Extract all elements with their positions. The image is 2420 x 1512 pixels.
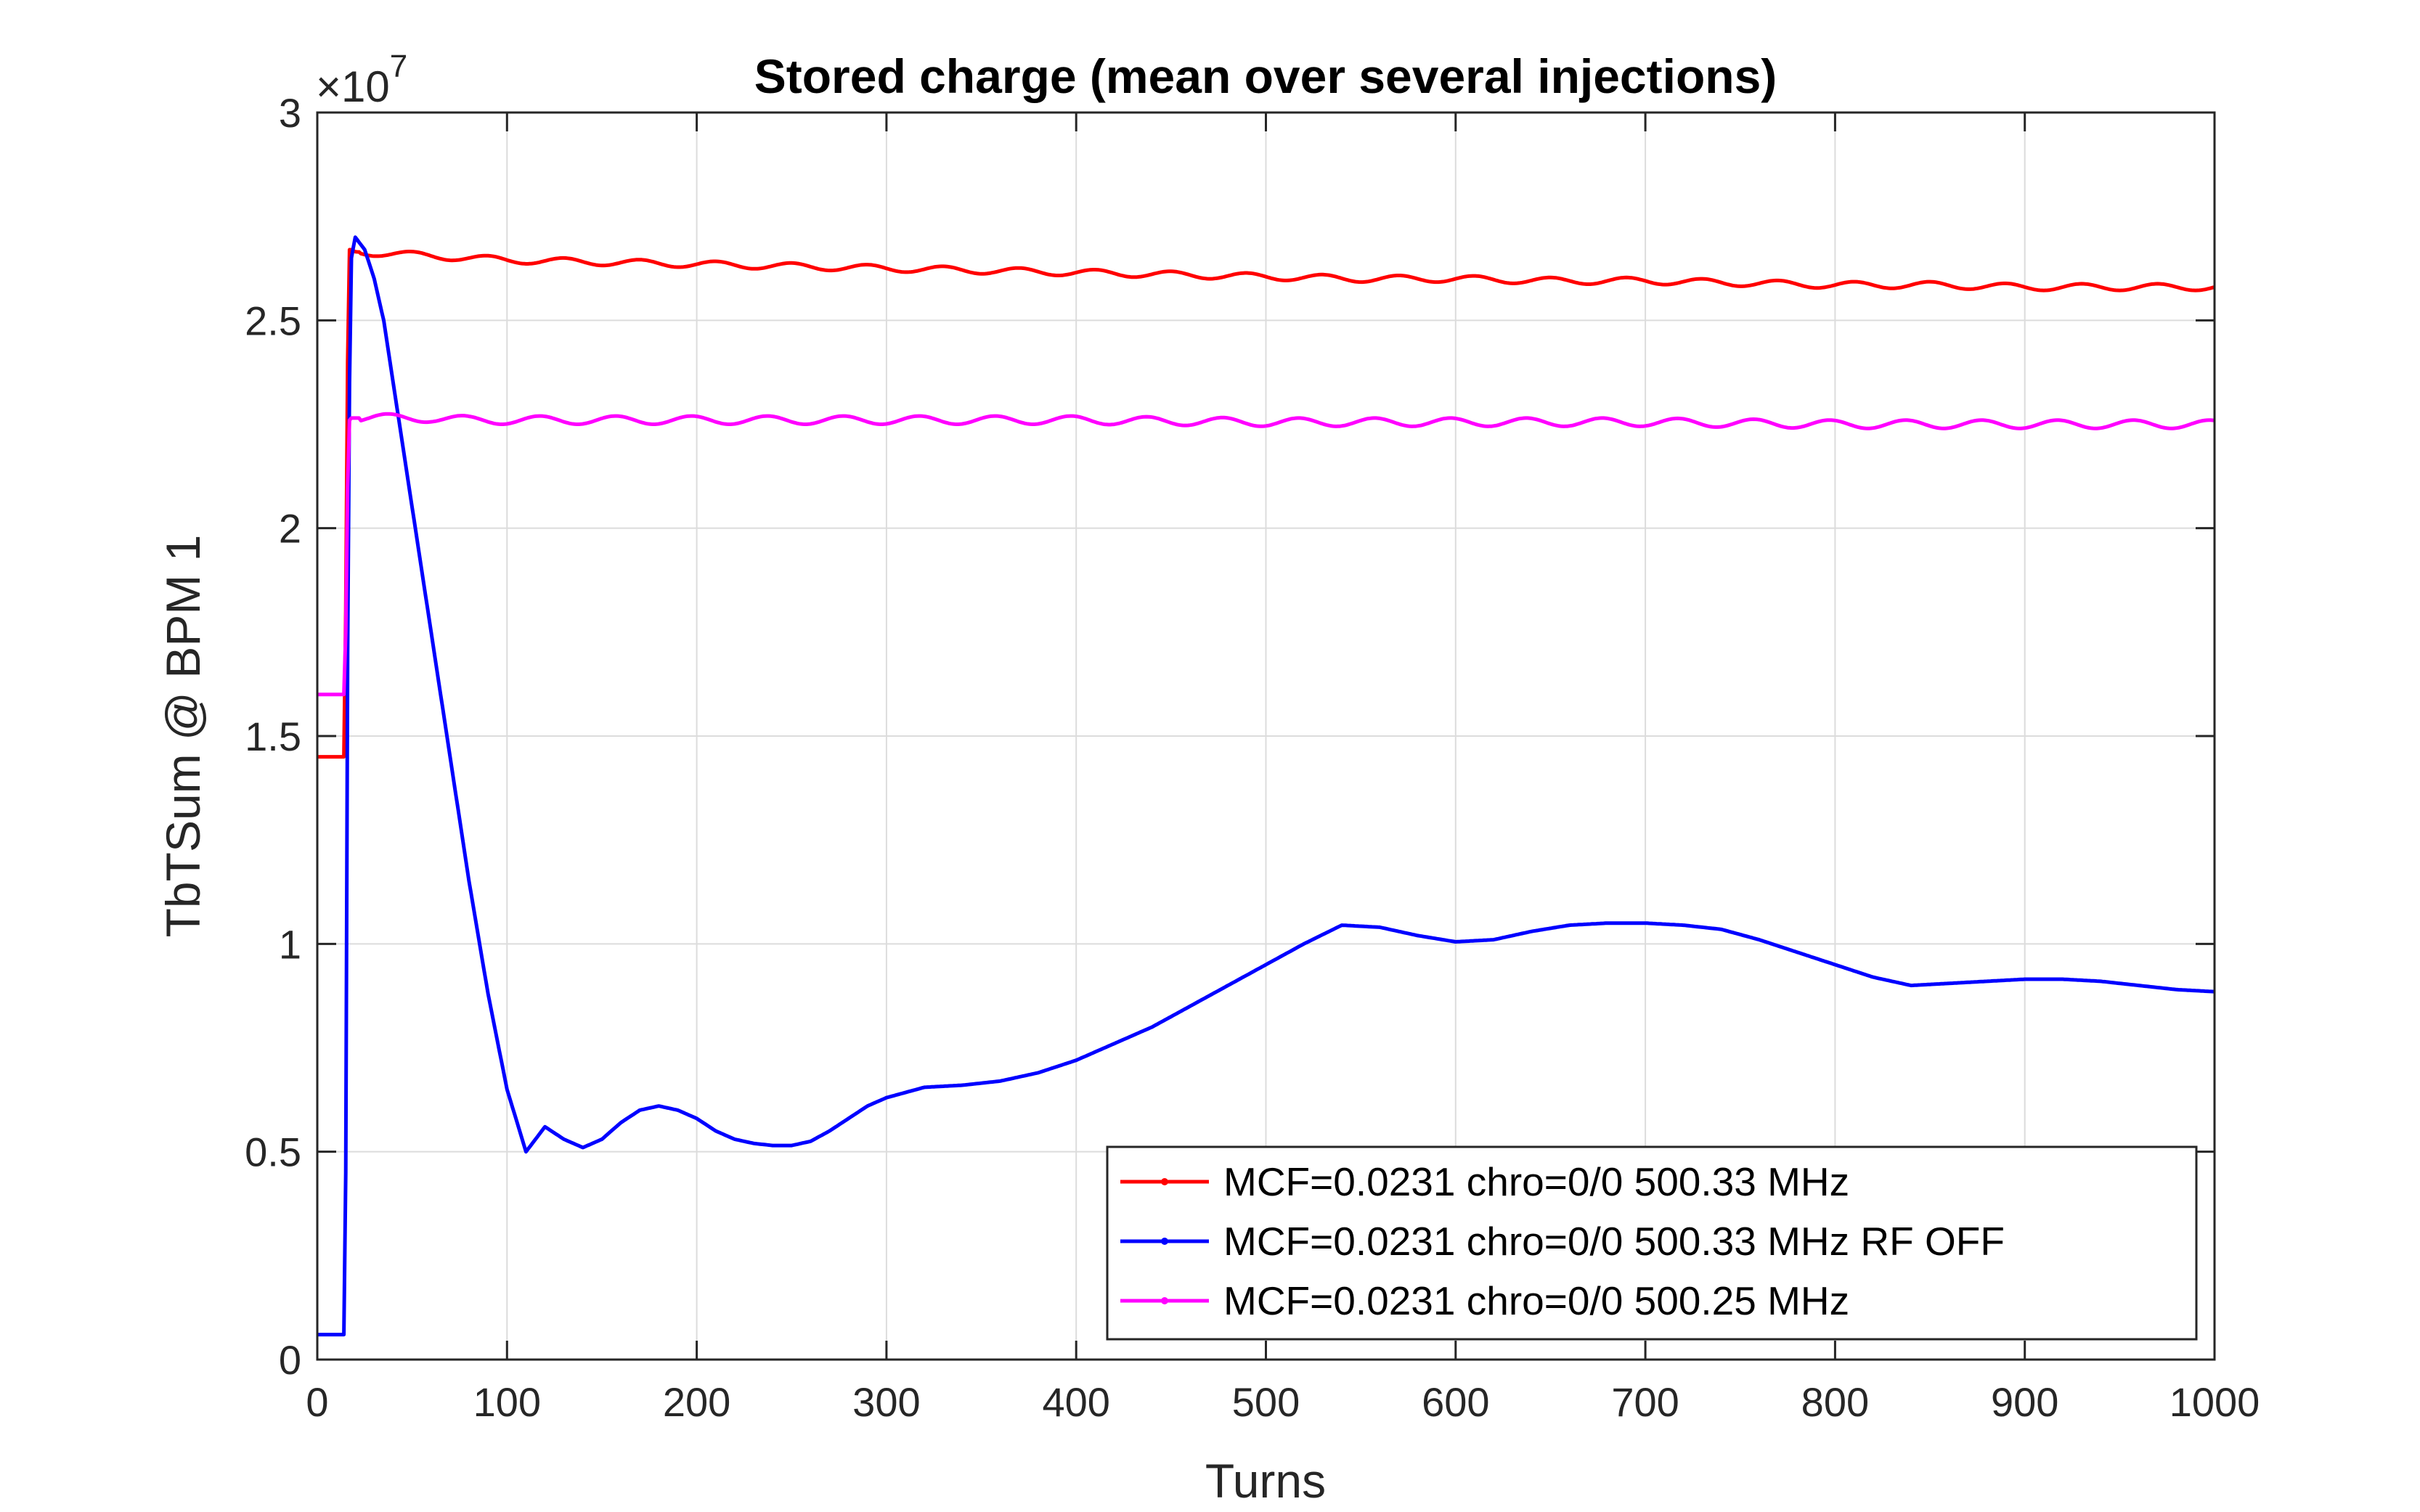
y-exponent-base: ×10 (316, 62, 390, 111)
x-tick-label: 400 (1042, 1379, 1109, 1425)
y-axis-label: TbTSum @ BPM 1 (156, 535, 210, 938)
x-tick-label: 200 (663, 1379, 730, 1425)
x-tick-label: 300 (852, 1379, 920, 1425)
x-tick-label: 800 (1801, 1379, 1869, 1425)
legend-marker (1161, 1238, 1168, 1245)
x-tick-label: 100 (473, 1379, 541, 1425)
y-tick-label: 2.5 (245, 298, 301, 343)
series-line-2 (317, 235, 2215, 1337)
legend: MCF=0.0231 chro=0/0 500.33 MHz MCF=0.0231… (1106, 1145, 2198, 1341)
x-tick-label: 1000 (2170, 1379, 2260, 1425)
y-tick-label: 3 (279, 90, 301, 136)
x-tick-label: 900 (1991, 1379, 2058, 1425)
x-tick-label: 700 (1611, 1379, 1679, 1425)
y-tick-label: 0.5 (245, 1129, 301, 1175)
legend-label: MCF=0.0231 chro=0/0 500.25 MHz (1223, 1278, 1849, 1323)
axis-ticks: 0 100 200 300 400 500 600 700 800 900 1000 0 0.5 1 1.5… (245, 90, 2260, 1425)
x-tick-label: 500 (1232, 1379, 1300, 1425)
legend-box (1106, 1145, 2198, 1341)
x-axis-label: Turns (1205, 1454, 1326, 1508)
chart-title: Stored charge (mean over several injecti… (754, 49, 1777, 103)
y-tick-label: 1.5 (245, 714, 301, 759)
legend-label: MCF=0.0231 chro=0/0 500.33 MHz RF OFF (1223, 1219, 2005, 1264)
legend-marker (1161, 1178, 1168, 1185)
legend-marker (1161, 1297, 1168, 1304)
y-tick-label: 0 (279, 1337, 301, 1383)
y-tick-label: 1 (279, 921, 301, 967)
series-line-3 (317, 412, 2215, 697)
x-tick-label: 0 (306, 1379, 328, 1425)
x-tick-label: 600 (1422, 1379, 1489, 1425)
y-exponent-power: 7 (390, 49, 407, 84)
legend-label: MCF=0.0231 chro=0/0 500.33 MHz (1223, 1159, 1849, 1204)
series-line-1 (317, 248, 2215, 759)
y-tick-label: 2 (279, 506, 301, 552)
y-exponent-label: ×107 (316, 49, 407, 111)
series-layer (317, 235, 2215, 1337)
